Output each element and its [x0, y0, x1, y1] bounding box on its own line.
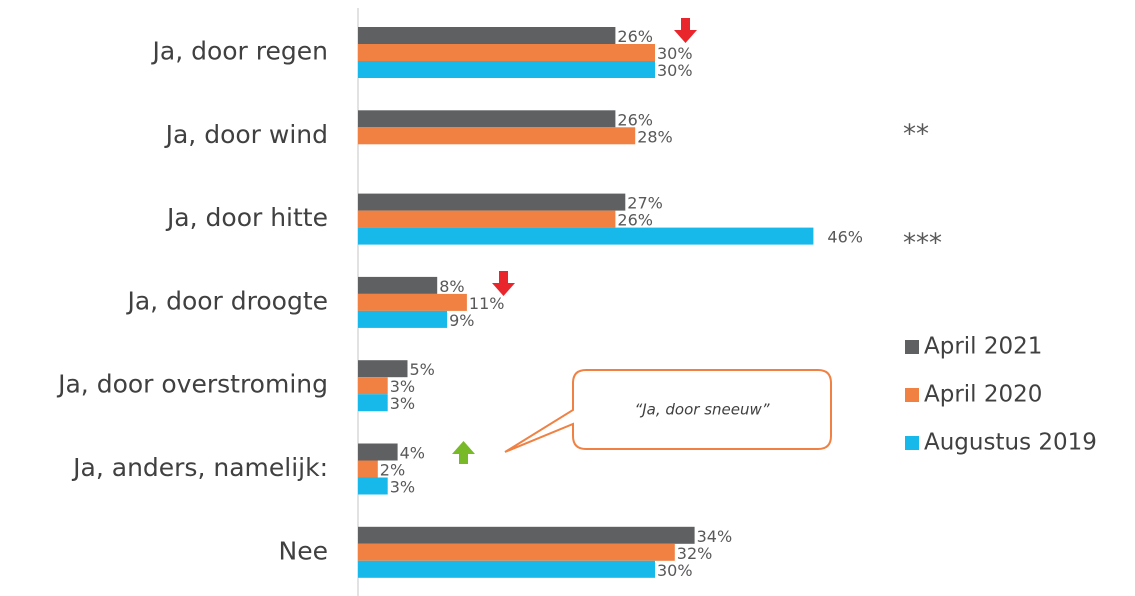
- legend-swatch: [905, 436, 919, 450]
- value-label: 46%: [827, 228, 863, 247]
- value-label: 3%: [390, 377, 415, 396]
- value-label: 30%: [657, 61, 693, 80]
- bar: [358, 227, 814, 245]
- bar: [358, 560, 655, 578]
- callout-text: “Ja, door sneeuw”: [634, 401, 769, 419]
- bar: [358, 310, 448, 328]
- significance: ***: [903, 229, 942, 259]
- value-label: 8%: [439, 277, 464, 296]
- value-label: 32%: [677, 544, 713, 563]
- value-label: 26%: [617, 211, 653, 230]
- callout: [504, 369, 832, 453]
- significance: **: [903, 120, 929, 150]
- legend-label: April 2020: [924, 382, 1042, 408]
- value-label: 30%: [657, 44, 693, 63]
- value-label: 3%: [390, 478, 415, 497]
- legend-label: Augustus 2019: [924, 430, 1097, 456]
- bar: [358, 127, 636, 145]
- bar: [358, 27, 616, 44]
- category-label: Ja, door wind: [164, 120, 328, 149]
- category-label: Ja, door overstroming: [56, 370, 328, 399]
- bar: [358, 477, 388, 495]
- up-arrow: [452, 441, 475, 464]
- value-label: 26%: [617, 110, 653, 129]
- value-label: 4%: [400, 444, 425, 463]
- bar: [358, 443, 398, 461]
- bar: [358, 210, 616, 228]
- value-label: 2%: [380, 461, 405, 480]
- bar: [358, 394, 388, 412]
- value-label: 30%: [657, 561, 693, 580]
- bar: [358, 44, 655, 61]
- bar: [358, 293, 467, 311]
- bar: [358, 110, 616, 128]
- bar: [358, 193, 626, 211]
- value-label: 5%: [410, 360, 435, 379]
- bar: [358, 61, 655, 78]
- category-label: Ja, door droogte: [125, 286, 328, 315]
- value-label: 3%: [390, 394, 415, 413]
- value-label: 26%: [617, 27, 653, 46]
- value-label: 9%: [449, 311, 474, 330]
- legend-swatch: [905, 340, 919, 354]
- bar: [358, 276, 438, 294]
- bar: [358, 543, 675, 561]
- category-label: Ja, anders, namelijk:: [71, 453, 328, 482]
- value-label: 11%: [469, 294, 505, 313]
- down-arrow: [492, 271, 515, 296]
- bar: [358, 377, 388, 395]
- legend-label: April 2021: [924, 334, 1042, 360]
- value-label: 27%: [627, 194, 663, 213]
- bar: [358, 460, 378, 478]
- down-arrow: [674, 18, 697, 43]
- category-label: Ja, door hitte: [165, 203, 328, 232]
- category-label: Nee: [279, 536, 328, 565]
- bar: [358, 526, 695, 544]
- legend-swatch: [905, 388, 919, 402]
- value-label: 34%: [697, 527, 733, 546]
- bar: [358, 360, 408, 378]
- value-label: 28%: [637, 127, 673, 146]
- category-label: Ja, door regen: [151, 37, 328, 66]
